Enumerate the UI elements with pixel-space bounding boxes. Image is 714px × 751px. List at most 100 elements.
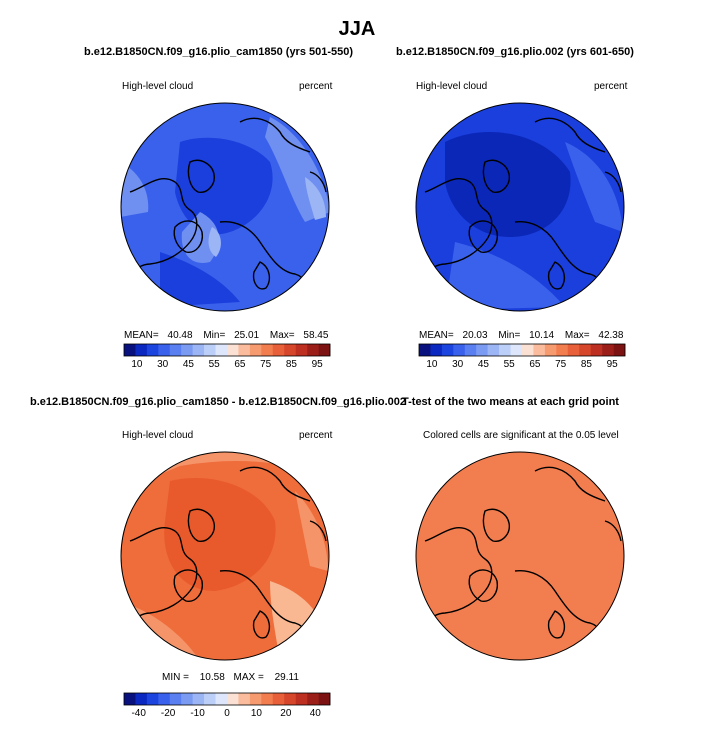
panel1-min-label: Min= (203, 330, 226, 341)
panel2-coastline (468, 220, 498, 253)
colorbar-swatch (307, 693, 319, 705)
colorbar-swatch (204, 693, 216, 705)
colorbar-swatch (295, 693, 308, 705)
colorbar-swatch (181, 693, 193, 705)
panel2-colorbar: 10 30 45 55 65 75 85 95 (418, 343, 626, 370)
colorbar-swatch (453, 344, 466, 356)
colorbar-tick-label: 0 (224, 708, 230, 719)
colorbar-swatch (476, 344, 488, 356)
panel2-title: b.e12.B1850CN.f09_g16.plio.002 (yrs 601-… (396, 46, 634, 58)
panel3-map-border (120, 451, 330, 661)
colorbar-tick-label: 55 (209, 359, 221, 370)
panel3-min-label: MIN = (162, 672, 189, 683)
panel3-max-label: MAX = (233, 672, 264, 683)
panel2-map-border (415, 102, 625, 312)
panel2-min-label: Min= (498, 330, 521, 341)
panel4-coastline (534, 466, 606, 502)
panel4-coastline (604, 520, 622, 542)
colorbar-swatch (227, 344, 239, 356)
colorbar-tick-label: 10 (131, 359, 143, 370)
panel1-field-region (208, 227, 221, 257)
panel3-max-value: 29.11 (274, 672, 299, 683)
panel2-units-label: percent (594, 81, 628, 92)
colorbar-tick-label: 10 (426, 359, 438, 370)
colorbar-swatch (181, 344, 193, 356)
colorbar-tick-label: -40 (131, 708, 146, 719)
panel4-coastline (468, 569, 498, 602)
colorbar-swatch (613, 344, 626, 356)
colorbar-swatch (533, 344, 546, 356)
colorbar-swatch (556, 344, 569, 356)
panel1-coastline (252, 261, 271, 290)
colorbar-swatch (238, 693, 251, 705)
panel3-variable-label: High-level cloud (122, 430, 194, 441)
panel1-mean-label: MEAN= (124, 330, 159, 341)
panel2-field-region (565, 142, 623, 232)
colorbar-swatch (499, 344, 511, 356)
panel4-map-border (415, 451, 625, 661)
panel2-coastline (534, 117, 606, 153)
colorbar-tick-label: 85 (581, 359, 593, 370)
panel3-stats: MIN = 10.58 MAX = 29.11 (162, 672, 299, 683)
colorbar-swatch (124, 344, 136, 356)
colorbar-swatch (249, 344, 262, 356)
panel1-field-region (305, 177, 326, 220)
colorbar-swatch (430, 344, 443, 356)
colorbar-tick-label: 75 (260, 359, 272, 370)
panel2-coastline (547, 261, 566, 290)
panel3-field-region (295, 491, 328, 571)
panel2-variable-label: High-level cloud (416, 81, 488, 92)
panel1-min-value: 25.01 (234, 330, 260, 341)
colorbar-swatch (272, 693, 285, 705)
panel3-coastline (309, 520, 327, 542)
panel1-coastline (239, 117, 311, 153)
panel3-min-value: 10.58 (199, 672, 225, 683)
panel2-min-value: 10.14 (529, 330, 555, 341)
panel3-title: b.e12.B1850CN.f09_g16.plio_cam1850 - b.e… (30, 396, 407, 408)
panel4-polar-map (415, 451, 625, 661)
panel1-title: b.e12.B1850CN.f09_g16.plio_cam1850 (yrs … (84, 46, 354, 58)
panel1-field-region (181, 212, 219, 263)
colorbar-swatch (284, 693, 296, 705)
colorbar-swatch (215, 344, 228, 356)
colorbar-swatch (419, 344, 431, 356)
colorbar-tick-label: 85 (286, 359, 298, 370)
panel2-max-label: Max= (564, 330, 590, 341)
colorbar-swatch (307, 344, 319, 356)
colorbar-swatch (124, 693, 136, 705)
panel4-coastline (482, 508, 510, 542)
colorbar-swatch (487, 344, 500, 356)
panel1-coastline (173, 220, 203, 253)
colorbar-swatch (590, 344, 603, 356)
colorbar-swatch (135, 344, 148, 356)
colorbar-tick-label: 45 (478, 359, 490, 370)
colorbar-swatch (158, 693, 171, 705)
colorbar-swatch (318, 693, 331, 705)
colorbar-swatch (238, 344, 251, 356)
panel1-colorbar: 10 30 45 55 65 75 85 95 (123, 343, 331, 370)
panel3-colorbar: -40 -20 -10 0 10 20 40 (123, 692, 331, 719)
colorbar-tick-label: 30 (452, 359, 464, 370)
colorbar-swatch (318, 344, 331, 356)
colorbar-swatch (227, 693, 239, 705)
colorbar-swatch (579, 344, 591, 356)
colorbar-border (123, 343, 331, 357)
colorbar-border (123, 692, 331, 706)
colorbar-tick-label: -20 (161, 708, 176, 719)
panel1-field-region (160, 252, 240, 307)
colorbar-swatch (249, 693, 262, 705)
colorbar-swatch (602, 344, 614, 356)
colorbar-swatch (158, 344, 171, 356)
colorbar-tick-label: 95 (312, 359, 324, 370)
panel1-coastline (187, 159, 215, 193)
colorbar-swatch (169, 693, 182, 705)
colorbar-swatch (272, 344, 285, 356)
colorbar-swatch (261, 693, 274, 705)
panel2-mean-label: MEAN= (419, 330, 454, 341)
colorbar-tick-label: 65 (529, 359, 541, 370)
colorbar-swatch (146, 344, 159, 356)
colorbar-tick-label: 45 (183, 359, 195, 370)
panel3-field-region (164, 477, 276, 591)
panel3-units-label: percent (299, 430, 333, 441)
panel1-field-region (121, 162, 149, 217)
